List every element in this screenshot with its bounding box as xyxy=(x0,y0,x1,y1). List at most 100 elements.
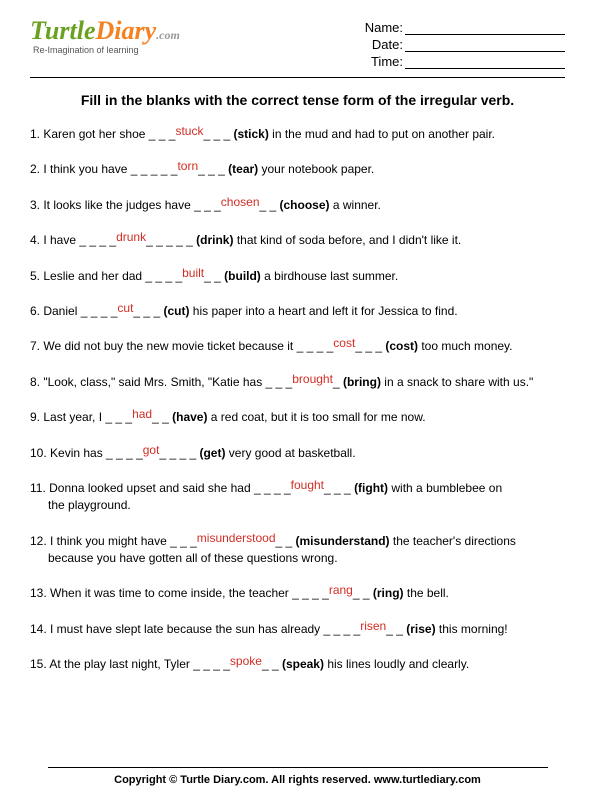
question-mid: _ _ xyxy=(353,586,373,600)
question-row: 12. I think you might have _ _ _misunder… xyxy=(30,533,565,568)
question-mid: _ _ _ xyxy=(324,481,354,495)
verb-hint: (choose) xyxy=(280,198,330,212)
question-pre: 8. "Look, class," said Mrs. Smith, "Kati… xyxy=(30,375,292,389)
question-row: 1. Karen got her shoe _ _ _stuck_ _ _ (s… xyxy=(30,126,565,143)
logo-diary: Diary xyxy=(95,16,156,45)
question-mid: _ _ _ _ xyxy=(159,446,199,460)
verb-hint: (fight) xyxy=(354,481,388,495)
verb-hint: (misunderstand) xyxy=(296,534,390,548)
question-list: 1. Karen got her shoe _ _ _stuck _ _ _ (s… xyxy=(30,126,565,674)
question-post: his lines loudly and clearly. xyxy=(324,657,469,671)
answer-text: got xyxy=(143,443,160,457)
question-post: his paper into a heart and left it for J… xyxy=(189,304,457,318)
logo-main: TurtleDiary.com xyxy=(30,18,180,44)
meta-time: Time: xyxy=(361,54,565,69)
verb-hint: (cost) xyxy=(385,339,418,353)
question-post: the teacher's directions xyxy=(390,534,516,548)
logo-tagline: Re-Imagination of learning xyxy=(33,45,180,55)
question-post: too much money. xyxy=(418,339,513,353)
top-rule xyxy=(30,77,565,78)
question-mid: _ _ xyxy=(276,534,296,548)
question-pre: 11. Donna looked upset and said she had … xyxy=(30,481,291,495)
question-pre: 5. Leslie and her dad _ _ _ _ xyxy=(30,269,182,283)
verb-hint: (rise) xyxy=(406,622,435,636)
question-row: 15. At the play last night, Tyler _ _ _ … xyxy=(30,656,565,673)
header-row: TurtleDiary.com Re-Imagination of learni… xyxy=(30,18,565,71)
question-row: 14. I must have slept late because the s… xyxy=(30,621,565,638)
question-pre: 6. Daniel _ _ _ _ xyxy=(30,304,117,318)
question-post: very good at basketball. xyxy=(225,446,355,460)
meta-date: Date: xyxy=(361,37,565,52)
question-post: your notebook paper. xyxy=(258,162,374,176)
question-pre: 1. Karen got her shoe _ _ _ xyxy=(30,127,175,141)
question-post: a red coat, but it is too small for me n… xyxy=(207,410,425,424)
answer-text: cut xyxy=(117,301,133,315)
question-post: the bell. xyxy=(404,586,449,600)
footer-rule xyxy=(48,767,548,768)
answer-text: had xyxy=(132,407,152,421)
logo: TurtleDiary.com Re-Imagination of learni… xyxy=(30,18,180,55)
question-pre: 12. I think you might have _ _ _ xyxy=(30,534,197,548)
question-mid: _ _ _ _ _ xyxy=(146,233,196,247)
question-pre: 14. I must have slept late because the s… xyxy=(30,622,360,636)
name-field[interactable] xyxy=(405,22,565,35)
question-mid: _ _ xyxy=(152,410,172,424)
answer-text: misunderstood xyxy=(197,531,276,545)
question-row: 3. It looks like the judges have _ _ _ch… xyxy=(30,197,565,214)
answer-text: stuck xyxy=(175,124,203,138)
verb-hint: (get) xyxy=(199,446,225,460)
verb-hint: (build) xyxy=(224,269,261,283)
answer-text: built xyxy=(182,266,204,280)
question-pre: 2. I think you have _ _ _ _ _ xyxy=(30,162,177,176)
verb-hint: (drink) xyxy=(196,233,233,247)
question-post: this morning! xyxy=(436,622,508,636)
answer-text: rang xyxy=(329,583,353,597)
question-row: 4. I have _ _ _ _drunk_ _ _ _ _ (drink) … xyxy=(30,232,565,249)
verb-hint: (ring) xyxy=(373,586,404,600)
answer-text: torn xyxy=(177,159,198,173)
answer-text: brought xyxy=(292,372,333,386)
question-row: 6. Daniel _ _ _ _cut_ _ _ (cut) his pape… xyxy=(30,303,565,320)
verb-hint: (stick) xyxy=(233,127,268,141)
question-mid: _ _ xyxy=(262,657,282,671)
meta-name: Name: xyxy=(361,20,565,35)
answer-text: risen xyxy=(360,619,386,633)
question-mid: _ _ xyxy=(386,622,406,636)
question-pre: 15. At the play last night, Tyler _ _ _ … xyxy=(30,657,230,671)
question-pre: 4. I have _ _ _ _ xyxy=(30,233,116,247)
verb-hint: (speak) xyxy=(282,657,324,671)
question-post: a winner. xyxy=(330,198,381,212)
question-row: 9. Last year, I _ _ _had_ _ (have) a red… xyxy=(30,409,565,426)
answer-text: chosen xyxy=(221,195,260,209)
question-row: 7. We did not buy the new movie ticket b… xyxy=(30,338,565,355)
verb-hint: (cut) xyxy=(163,304,189,318)
verb-hint: (have) xyxy=(172,410,207,424)
question-pre: 10. Kevin has _ _ _ _ xyxy=(30,446,143,460)
logo-turtle: Turtle xyxy=(30,16,95,45)
answer-text: cost xyxy=(333,336,355,350)
question-pre: 7. We did not buy the new movie ticket b… xyxy=(30,339,333,353)
question-mid: _ xyxy=(333,375,343,389)
question-pre: 3. It looks like the judges have _ _ _ xyxy=(30,198,221,212)
instructions: Fill in the blanks with the correct tens… xyxy=(30,92,565,108)
answer-text: drunk xyxy=(116,230,146,244)
question-mid: _ _ _ xyxy=(133,304,163,318)
verb-hint: (bring) xyxy=(343,375,381,389)
question-pre: 13. When it was time to come inside, the… xyxy=(30,586,329,600)
question-mid: _ _ xyxy=(260,198,280,212)
time-field[interactable] xyxy=(405,56,565,69)
footer-text: Copyright © Turtle Diary.com. All rights… xyxy=(114,774,481,786)
question-post: with a bumblebee on xyxy=(388,481,502,495)
question-post: a birdhouse last summer. xyxy=(261,269,398,283)
date-field[interactable] xyxy=(405,39,565,52)
meta-block: Name: Date: Time: xyxy=(361,18,565,71)
verb-hint: (tear) xyxy=(228,162,258,176)
question-pre: 9. Last year, I _ _ _ xyxy=(30,410,132,424)
question-post: in the mud and had to put on another pai… xyxy=(269,127,495,141)
question-row: 11. Donna looked upset and said she had … xyxy=(30,480,565,515)
answer-text: fought xyxy=(291,478,324,492)
logo-dotcom: .com xyxy=(156,28,180,42)
question-row: 5. Leslie and her dad _ _ _ _built_ _ (b… xyxy=(30,268,565,285)
footer: Copyright © Turtle Diary.com. All rights… xyxy=(0,767,595,786)
question-post2: because you have gotten all of these que… xyxy=(48,551,338,565)
